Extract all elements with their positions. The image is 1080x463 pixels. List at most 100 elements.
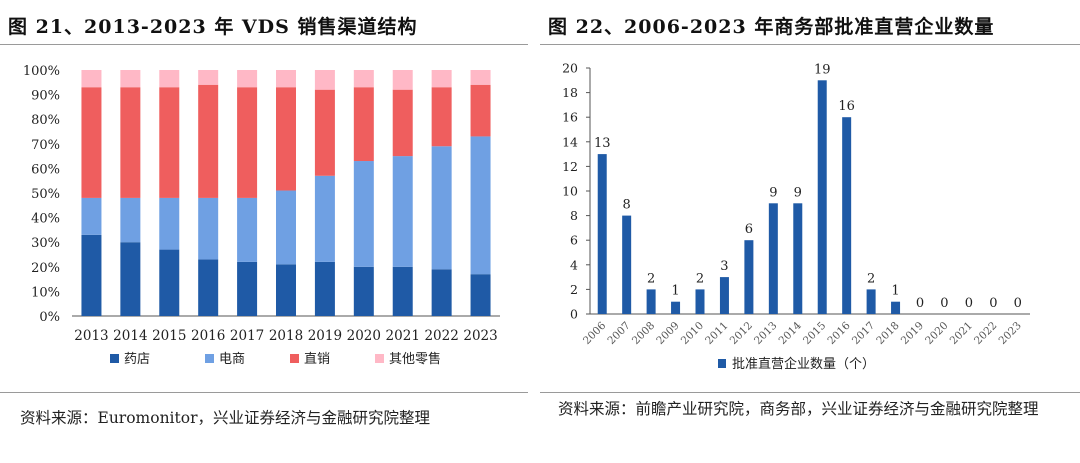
bar-segment — [81, 70, 102, 88]
bar-segment — [120, 87, 141, 198]
right-source-rule — [540, 392, 1080, 393]
bar — [768, 203, 778, 314]
y-tick-label: 80% — [31, 113, 60, 128]
left-source-rule — [0, 392, 528, 393]
x-tick-label: 2014 — [113, 328, 147, 344]
x-tick-label: 2014 — [777, 319, 805, 347]
y-tick-label: 20% — [31, 261, 60, 276]
bar-segment — [81, 197, 102, 235]
x-tick-label: 2021 — [386, 328, 420, 344]
y-tick-label: 16 — [562, 110, 578, 125]
y-tick-label: 2 — [570, 282, 578, 297]
bar — [891, 301, 901, 314]
bar — [695, 289, 705, 314]
data-label: 3 — [720, 259, 728, 274]
bar-segment — [470, 136, 491, 275]
bar-segment — [314, 89, 335, 176]
bar-segment — [198, 259, 219, 316]
left-figure-panel: 图 21、2013-2023 年 VDS 销售渠道结构 0% 10% 20% 30% 4… — [0, 0, 528, 463]
y-tick-label: 14 — [562, 134, 578, 149]
x-tick-label: 2020 — [347, 328, 381, 344]
x-tick-label: 2018 — [269, 328, 303, 344]
x-tick-label: 2015 — [152, 328, 186, 344]
left-figure-title: 图 21、2013-2023 年 VDS 销售渠道结构 — [8, 16, 418, 38]
data-label: 19 — [814, 62, 831, 77]
x-tick-label: 2011 — [703, 320, 730, 347]
data-label: 0 — [940, 296, 948, 311]
bar — [842, 117, 852, 314]
bar-segment — [314, 175, 335, 262]
data-label: 0 — [1014, 296, 1022, 311]
right-figure-title: 图 22、2006-2023 年商务部批准直营企业数量 — [548, 16, 995, 38]
right-source-note: 资料来源：前瞻产业研究院，商务部，兴业证券经济与金融研究院整理 — [558, 400, 1039, 418]
bar — [744, 240, 754, 314]
bar-segment — [353, 87, 374, 162]
x-tick-label: 2008 — [630, 320, 657, 347]
x-tick-label: 2018 — [874, 320, 901, 347]
bar-segment — [198, 84, 219, 198]
y-tick-label: 60% — [31, 162, 60, 177]
y-tick-label: 50% — [31, 187, 60, 202]
y-tick-label: 0% — [39, 310, 60, 325]
data-label: 0 — [965, 296, 973, 311]
legend-swatch — [110, 354, 119, 363]
x-tick-label: 2020 — [923, 320, 950, 347]
x-tick-label: 2016 — [191, 328, 225, 344]
x-tick-label: 2021 — [948, 320, 975, 347]
bar-segment — [353, 266, 374, 316]
data-label: 9 — [769, 185, 777, 200]
bar-segment — [159, 197, 180, 250]
bar-segment — [276, 264, 296, 316]
bar-segment — [353, 70, 374, 88]
bar-segment — [276, 87, 296, 191]
x-tick-label: 2007 — [605, 320, 632, 347]
bar — [793, 203, 803, 314]
y-tick-label: 40% — [31, 212, 60, 227]
data-label: 6 — [745, 222, 753, 237]
bar-segment — [431, 87, 452, 147]
bar-segment — [392, 89, 413, 157]
y-tick-label: 70% — [31, 138, 60, 153]
bar — [719, 277, 729, 314]
bar-segment — [120, 242, 141, 316]
bar-segment — [237, 261, 258, 316]
y-tick-label: 10 — [562, 184, 578, 199]
x-tick-label: 2017 — [230, 328, 264, 344]
bar — [597, 154, 607, 314]
x-tick-label: 2019 — [308, 328, 342, 344]
legend-label: 直销 — [304, 352, 330, 367]
y-tick-label: 4 — [570, 257, 578, 272]
data-label: 2 — [647, 271, 655, 286]
legend-swatch — [718, 359, 726, 368]
data-label: 2 — [867, 271, 875, 286]
y-tick-label: 18 — [562, 85, 578, 100]
bar — [671, 301, 681, 314]
bar-segment — [392, 70, 413, 90]
legend-label: 批准直营企业数量（个） — [732, 356, 875, 372]
y-tick-label: 90% — [31, 89, 60, 104]
y-tick-label: 0 — [570, 307, 578, 322]
legend-swatch — [375, 354, 384, 363]
bar-segment — [431, 70, 452, 88]
left-source-note: 资料来源：Euromonitor，兴业证券经济与金融研究院整理 — [20, 409, 430, 427]
x-tick-label: 2015 — [801, 320, 828, 347]
bar-segment — [81, 234, 102, 316]
data-label: 8 — [623, 198, 631, 213]
bar-segment — [470, 274, 491, 316]
x-tick-label: 2022 — [424, 328, 458, 344]
left-title-rule — [0, 44, 528, 45]
bar-segment — [392, 266, 413, 316]
x-tick-label: 2009 — [654, 320, 681, 347]
bar-segment — [81, 87, 102, 198]
bar — [817, 80, 827, 314]
y-tick-label: 8 — [570, 208, 578, 223]
bar-segment — [276, 70, 296, 88]
bar-segment — [276, 190, 296, 265]
bar-segment — [159, 87, 180, 198]
data-label: 13 — [594, 136, 611, 151]
bar-segment — [120, 70, 141, 88]
x-tick-label: 2023 — [997, 320, 1024, 347]
x-tick-label: 2010 — [679, 320, 706, 347]
x-tick-label: 2013 — [74, 328, 108, 344]
x-tick-label: 2017 — [850, 320, 877, 347]
